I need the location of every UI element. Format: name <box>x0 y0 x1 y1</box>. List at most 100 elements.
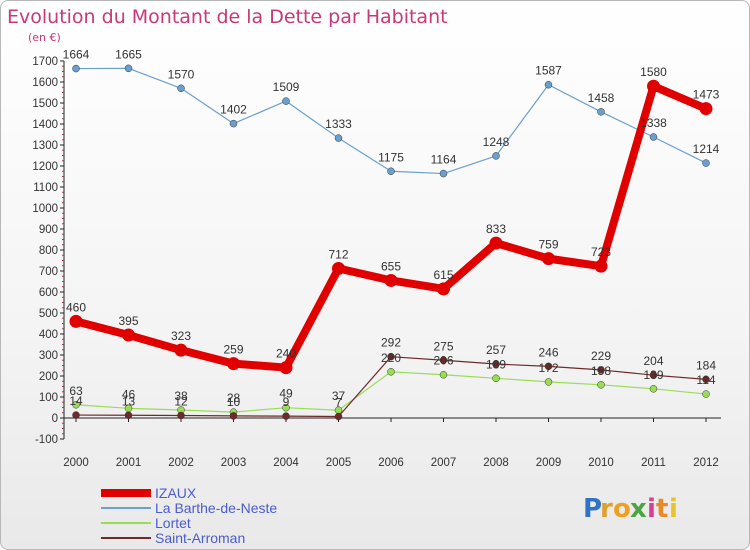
x-tick-label: 2004 <box>273 457 299 469</box>
data-point <box>649 385 658 393</box>
legend-label: IZAUX <box>155 485 197 501</box>
data-point <box>72 64 80 73</box>
data-label: 158 <box>591 364 611 378</box>
x-tick-label: 2000 <box>63 457 89 469</box>
data-label: 257 <box>486 343 506 357</box>
data-point <box>387 352 395 361</box>
y-tick-label: 100 <box>39 392 58 404</box>
data-point <box>72 411 80 419</box>
data-point <box>122 328 135 342</box>
chart-title: Evolution du Montant de la Dette par Hab… <box>7 6 448 28</box>
data-label: 38 <box>174 389 188 403</box>
data-label: 1509 <box>273 80 300 94</box>
proxiti-logo: Pr o x i t i <box>583 494 678 524</box>
data-label: 240 <box>276 347 296 361</box>
data-label: 1587 <box>535 64 562 78</box>
data-label: 1164 <box>431 153 457 167</box>
series-line-3 <box>75 356 707 418</box>
data-point <box>282 97 290 105</box>
data-label: 723 <box>591 245 611 259</box>
x-tick-label: 2011 <box>641 457 666 469</box>
series-line-0 <box>74 82 708 372</box>
data-label: 7 <box>335 396 342 410</box>
y-tick-label: 0 <box>52 413 58 425</box>
data-point <box>544 362 553 371</box>
data-label: 204 <box>643 354 663 368</box>
data-point <box>72 401 80 409</box>
data-point <box>492 360 500 368</box>
x-tick-label: 2001 <box>116 457 142 469</box>
data-point <box>177 84 185 93</box>
data-label: 1570 <box>168 67 195 81</box>
data-label: 655 <box>381 259 401 273</box>
data-point <box>282 412 290 420</box>
data-point <box>387 368 395 376</box>
y-tick-label: 1300 <box>32 140 58 152</box>
y-tick-label: 900 <box>39 224 58 236</box>
data-point <box>177 411 185 420</box>
y-tick-label: 1700 <box>32 56 58 68</box>
data-point <box>649 371 658 379</box>
data-label: 46 <box>122 387 136 401</box>
data-label: 1248 <box>483 135 510 149</box>
data-label: 1175 <box>378 150 404 164</box>
data-label: 1473 <box>693 88 720 102</box>
legend-label: Saint-Arroman <box>155 530 245 546</box>
data-point <box>702 159 710 167</box>
axes: -100 0 100 200 300 400 500 600 700 800 900 1000 1100… <box>32 56 721 469</box>
data-label: 1402 <box>220 103 247 117</box>
y-tick-label: 400 <box>39 329 58 341</box>
series-line-2 <box>75 371 707 413</box>
logo-letter: P <box>583 494 602 524</box>
x-tick-label: 2005 <box>326 457 352 469</box>
data-point <box>439 169 448 178</box>
x-tick-label: 2009 <box>536 457 562 469</box>
data-label: 833 <box>486 222 506 236</box>
logo-letter: o <box>613 494 631 524</box>
data-label: 259 <box>223 343 243 357</box>
data-label: 246 <box>538 345 558 359</box>
data-label: 13 <box>122 394 136 408</box>
data-label: 395 <box>118 314 138 328</box>
data-label: 1458 <box>588 91 615 105</box>
data-label: 49 <box>279 387 293 401</box>
data-label: 172 <box>538 361 558 375</box>
data-point <box>597 108 605 116</box>
data-label: 14 <box>69 394 83 408</box>
y-tick-label: 600 <box>39 287 58 299</box>
data-point <box>282 403 290 412</box>
logo-letter: i <box>669 494 678 524</box>
data-point <box>279 361 293 375</box>
data-point <box>124 64 133 73</box>
data-label: 184 <box>696 358 716 372</box>
y-tick-label: 200 <box>39 371 58 383</box>
data-label: 1665 <box>115 47 142 61</box>
x-tick-label: 2012 <box>693 457 719 469</box>
data-point <box>384 273 398 287</box>
data-point <box>69 314 83 328</box>
data-label: 1214 <box>693 142 720 156</box>
logo-letter: x <box>630 494 647 524</box>
x-tick-label: 2008 <box>483 457 509 469</box>
data-point <box>544 80 553 89</box>
series-points <box>69 64 713 421</box>
data-point <box>489 236 503 250</box>
y-tick-label: 1500 <box>32 98 58 110</box>
y-tick-label: 1200 <box>32 161 58 173</box>
data-point <box>334 134 343 142</box>
data-label: 37 <box>332 389 346 403</box>
data-point <box>647 79 660 93</box>
data-point <box>334 412 343 421</box>
y-tick-label: 800 <box>39 245 58 257</box>
x-tick-label: 2010 <box>588 457 614 469</box>
data-point <box>492 152 500 160</box>
chart-subtitle: (en €) <box>28 31 61 44</box>
data-point <box>597 366 605 374</box>
logo-letter: t <box>656 494 668 524</box>
data-label: 292 <box>381 336 401 350</box>
y-tick-label: 300 <box>39 350 58 362</box>
data-point <box>124 411 133 420</box>
data-point <box>439 370 448 379</box>
